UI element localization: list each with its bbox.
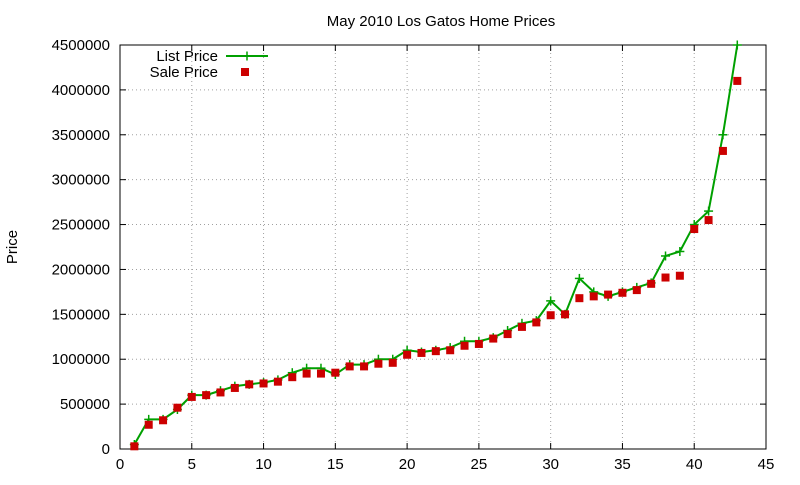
data-point [489, 334, 498, 343]
series-line [133, 44, 739, 446]
data-point [718, 146, 727, 155]
data-point [732, 40, 742, 50]
data-point [273, 377, 282, 386]
data-point [202, 391, 211, 400]
legend-sample-marker [241, 68, 249, 76]
data-point [460, 341, 469, 350]
data-point [575, 294, 584, 303]
y-tick-label: 4000000 [52, 82, 110, 99]
data-point [618, 288, 627, 297]
axes: 0 5 10 15 20 25 30 35 40 45 0 500000 1000000 1500000 2… [52, 37, 775, 473]
data-point [316, 369, 325, 378]
data-point [517, 322, 526, 331]
data-point [690, 225, 699, 234]
y-tick-label: 0 [102, 441, 110, 458]
x-tick-label: 45 [758, 456, 775, 473]
series-sale-price [130, 76, 742, 451]
x-tick-label: 40 [686, 456, 703, 473]
data-point [187, 392, 196, 401]
x-tick-label: 5 [188, 456, 196, 473]
data-series [129, 40, 742, 451]
y-tick-label: 3500000 [52, 127, 110, 144]
legend-sample-marker [242, 51, 252, 61]
legend-label-list-price: List Price [156, 48, 218, 65]
data-point [604, 290, 613, 299]
data-point [345, 362, 354, 371]
data-point [288, 373, 297, 382]
data-point [159, 416, 168, 425]
x-tick-label: 0 [116, 456, 124, 473]
x-tick-label: 15 [327, 456, 344, 473]
y-tick-label: 1000000 [52, 351, 110, 368]
data-point [216, 388, 225, 397]
data-point [675, 271, 684, 280]
data-point [474, 339, 483, 348]
data-point [647, 279, 656, 288]
y-tick-label: 2000000 [52, 261, 110, 278]
data-point [546, 296, 556, 306]
data-point [130, 442, 139, 451]
data-point [417, 348, 426, 357]
data-point [230, 383, 239, 392]
y-tick-label: 1500000 [52, 306, 110, 323]
data-point [331, 368, 340, 377]
y-tick-label: 3000000 [52, 172, 110, 189]
y-tick-label: 2500000 [52, 217, 110, 234]
x-tick-label: 35 [614, 456, 631, 473]
x-tick-label: 30 [542, 456, 559, 473]
x-tick-label: 25 [471, 456, 488, 473]
series-list-price [129, 40, 742, 450]
y-tick-label: 4500000 [52, 37, 110, 54]
y-axis-label: Price [4, 230, 21, 264]
data-point [245, 380, 254, 389]
legend-label-sale-price: Sale Price [150, 64, 218, 81]
data-point [446, 346, 455, 355]
chart-title: May 2010 Los Gatos Home Prices [327, 13, 555, 30]
data-point [661, 273, 670, 282]
data-point [718, 130, 728, 140]
data-point [173, 403, 182, 412]
data-point [431, 347, 440, 356]
data-point [733, 76, 742, 85]
data-point [661, 251, 671, 261]
data-point [546, 311, 555, 320]
data-point [574, 273, 584, 283]
data-point [302, 369, 311, 378]
data-point [144, 420, 153, 429]
data-point [388, 358, 397, 367]
y-tick-label: 500000 [60, 396, 110, 413]
data-point [503, 330, 512, 339]
data-point [360, 362, 369, 371]
data-point [704, 216, 713, 225]
data-point [532, 318, 541, 327]
data-point [374, 359, 383, 368]
data-point [632, 286, 641, 295]
x-tick-label: 20 [399, 456, 416, 473]
data-point [589, 292, 598, 301]
data-point [561, 310, 570, 319]
data-point [704, 206, 714, 216]
data-point [403, 350, 412, 359]
grid [120, 45, 766, 449]
data-point [675, 246, 685, 256]
data-point [259, 379, 268, 388]
legend: List Price Sale Price [150, 48, 268, 81]
plot-border [119, 44, 767, 450]
x-tick-label: 10 [255, 456, 272, 473]
